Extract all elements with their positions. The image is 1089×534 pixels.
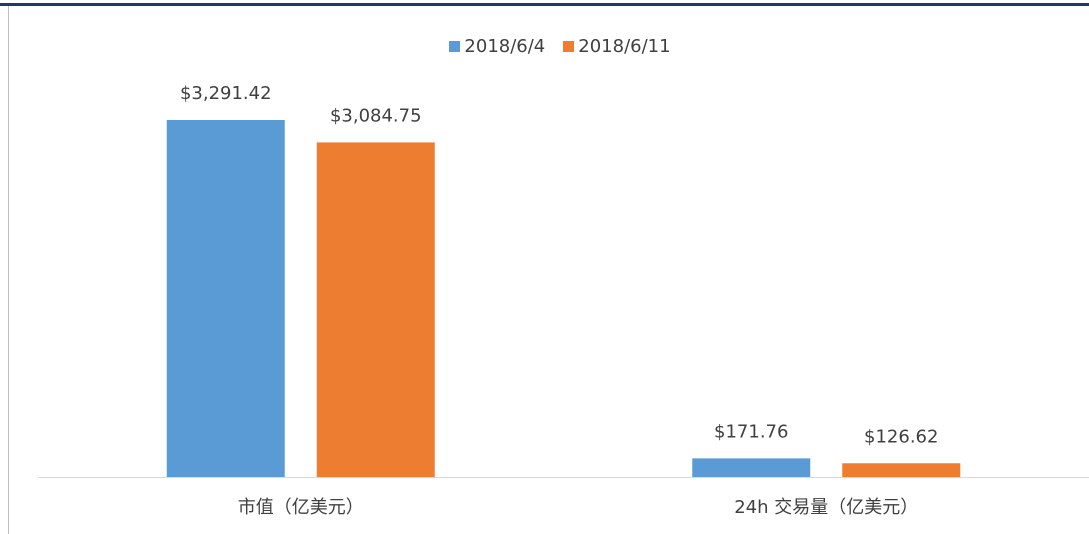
x-tick-label: 市值（亿美元） xyxy=(238,497,364,518)
bar xyxy=(692,458,811,477)
bar xyxy=(166,120,285,477)
legend: 2018/6/4 2018/6/11 xyxy=(0,36,1089,57)
legend-item: 2018/6/11 xyxy=(563,36,671,57)
legend-swatch xyxy=(449,41,461,52)
legend-label: 2018/6/4 xyxy=(464,36,546,57)
bar xyxy=(842,463,961,477)
bar xyxy=(316,142,435,478)
data-label: $126.62 xyxy=(864,426,938,447)
legend-swatch xyxy=(563,41,575,52)
legend-label: 2018/6/11 xyxy=(578,36,671,57)
x-tick-label: 24h 交易量（亿美元） xyxy=(734,497,918,518)
data-label: $171.76 xyxy=(714,421,788,442)
data-label: $3,291.42 xyxy=(180,83,272,104)
frame-top xyxy=(0,3,1089,6)
legend-item: 2018/6/4 xyxy=(449,36,545,57)
data-label: $3,084.75 xyxy=(330,105,422,126)
